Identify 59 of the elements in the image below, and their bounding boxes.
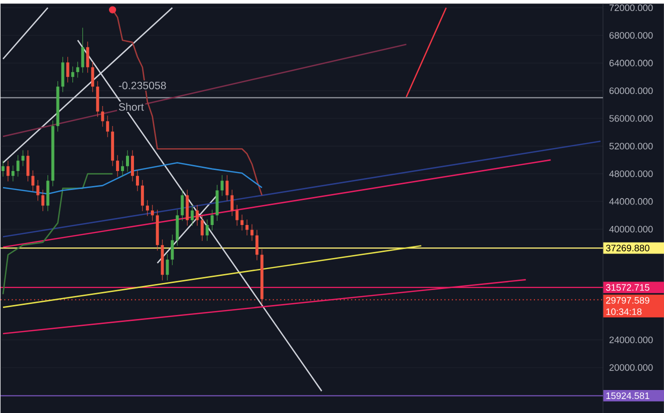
candlestick xyxy=(2,160,5,177)
candlestick xyxy=(196,204,199,226)
y-tick-label: 44000.000 xyxy=(609,198,653,205)
candlestick xyxy=(31,170,34,192)
candlestick xyxy=(210,209,214,231)
candlestick xyxy=(230,189,234,216)
candlestick xyxy=(101,105,104,127)
y-tick-label: 64000.000 xyxy=(610,60,653,66)
y-tick-label: 20000.000 xyxy=(609,364,653,371)
candlestick xyxy=(226,174,229,201)
candlestick xyxy=(11,164,14,182)
candlestick xyxy=(146,200,149,216)
candlestick xyxy=(250,224,254,241)
candlestick xyxy=(190,204,194,226)
annotation: Short xyxy=(118,102,144,110)
candlestick xyxy=(166,254,169,280)
candlestick xyxy=(91,61,94,92)
candlestick xyxy=(26,150,30,182)
annotation: -0.235058 xyxy=(118,82,166,90)
y-tick-label: 56000.000 xyxy=(609,114,653,122)
y-tick-label: 60000.000 xyxy=(610,87,653,94)
candlestick xyxy=(41,189,44,212)
candlestick xyxy=(170,234,174,266)
candlestick xyxy=(36,180,40,201)
text: 10:34:18 xyxy=(606,308,642,315)
candlestick xyxy=(106,115,110,138)
candlestick xyxy=(200,214,204,241)
ref-line-label: 15924.581 xyxy=(606,392,650,399)
candlestick xyxy=(136,170,139,192)
y-tick-label: 24000.000 xyxy=(609,336,653,343)
candlestick xyxy=(81,27,84,73)
ref-line-label: 31572.715 xyxy=(606,284,650,291)
candlestick xyxy=(16,154,20,177)
candlestick xyxy=(21,150,24,166)
y-tick-label: 72000.000 xyxy=(610,4,653,11)
candlestick xyxy=(255,229,258,260)
candlestick xyxy=(206,218,209,241)
candlestick xyxy=(220,174,224,196)
candlestick xyxy=(246,218,248,236)
y-tick-label: 52000.000 xyxy=(609,142,653,150)
candlestick xyxy=(121,160,124,177)
candlestick xyxy=(150,204,154,221)
candlestick xyxy=(140,180,144,212)
candlestick xyxy=(86,41,90,73)
y-tick-label: 40000.000 xyxy=(609,226,653,232)
candlestick xyxy=(126,150,129,172)
candlestick xyxy=(130,150,134,182)
ref-line-label: 29797.589 xyxy=(606,296,650,304)
candlestick xyxy=(180,189,184,221)
ref-line-label: 37269.880 xyxy=(606,244,650,252)
candlestick xyxy=(116,154,120,177)
candlestick xyxy=(76,61,80,78)
candlestick xyxy=(6,160,10,182)
y-tick-label: 48000.000 xyxy=(609,170,653,177)
candlestick xyxy=(71,66,74,82)
candlestick xyxy=(236,204,239,226)
y-tick-label: 68000.000 xyxy=(610,32,653,38)
line-series xyxy=(2,172,114,295)
candlestick xyxy=(240,214,244,231)
